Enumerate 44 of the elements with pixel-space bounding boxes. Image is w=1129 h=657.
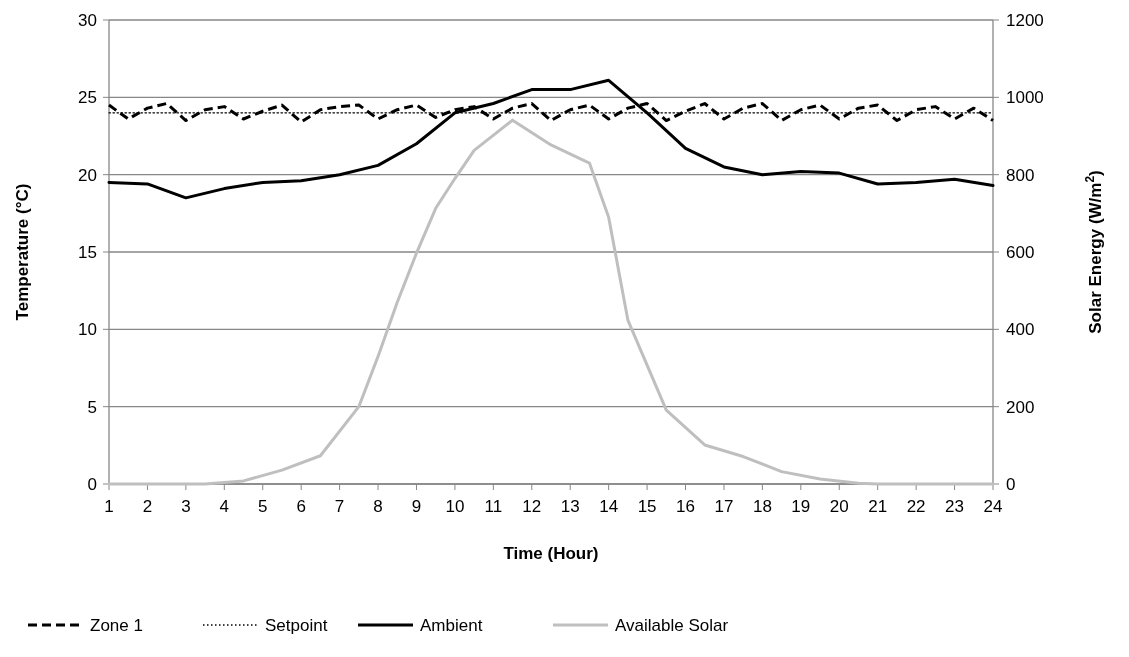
y-tick-label: 20 xyxy=(78,165,97,185)
y-tick-label: 15 xyxy=(78,242,97,262)
y2-tick-label: 1000 xyxy=(1006,88,1044,108)
x-tick-label: 2 xyxy=(142,497,153,516)
x-tick-label: 7 xyxy=(334,497,345,516)
y2-tick-label: 200 xyxy=(1006,397,1035,417)
x-tick-label: 23 xyxy=(945,497,965,516)
x-tick-label: 10 xyxy=(445,497,465,516)
y-axis-title: Temperature (°C) xyxy=(13,183,32,321)
y2-tick-label: 400 xyxy=(1006,320,1035,340)
x-tick-label: 16 xyxy=(676,497,695,516)
y2-tick-label: 1200 xyxy=(1006,10,1044,30)
y2-tick-label: 800 xyxy=(1006,165,1035,185)
x-tick-label: 1 xyxy=(104,497,114,516)
legend-label: Ambient xyxy=(420,616,483,635)
x-tick-label: 17 xyxy=(714,497,734,516)
y-tick-label: 5 xyxy=(87,397,97,417)
x-tick-label: 15 xyxy=(637,497,657,516)
x-tick-label: 20 xyxy=(829,497,849,516)
x-tick-label: 14 xyxy=(599,497,619,516)
x-tick-label: 6 xyxy=(296,497,306,516)
y-tick-label: 0 xyxy=(87,474,97,494)
y2-tick-label: 600 xyxy=(1006,242,1035,262)
y-tick-label: 30 xyxy=(78,10,97,30)
y2-tick-label: 0 xyxy=(1006,474,1016,494)
x-tick-label: 8 xyxy=(373,497,383,516)
legend-label: Setpoint xyxy=(265,616,328,635)
x-tick-label: 9 xyxy=(411,497,422,516)
x-tick-label: 3 xyxy=(181,497,191,516)
legend-label: Zone 1 xyxy=(90,616,143,635)
y-tick-label: 10 xyxy=(78,320,97,340)
x-tick-label: 24 xyxy=(983,497,1003,516)
y-tick-label: 25 xyxy=(78,88,97,108)
x-tick-label: 4 xyxy=(219,497,230,516)
x-tick-label: 19 xyxy=(791,497,811,516)
x-axis-title: Time (Hour) xyxy=(503,544,599,563)
legend-label: Available Solar xyxy=(615,616,729,635)
x-tick-label: 11 xyxy=(484,497,503,516)
x-tick-label: 5 xyxy=(258,497,268,516)
x-tick-label: 22 xyxy=(906,497,926,516)
x-tick-label: 13 xyxy=(560,497,580,516)
x-tick-label: 21 xyxy=(868,497,888,516)
x-tick-label: 18 xyxy=(752,497,772,516)
x-tick-label: 12 xyxy=(522,497,542,516)
